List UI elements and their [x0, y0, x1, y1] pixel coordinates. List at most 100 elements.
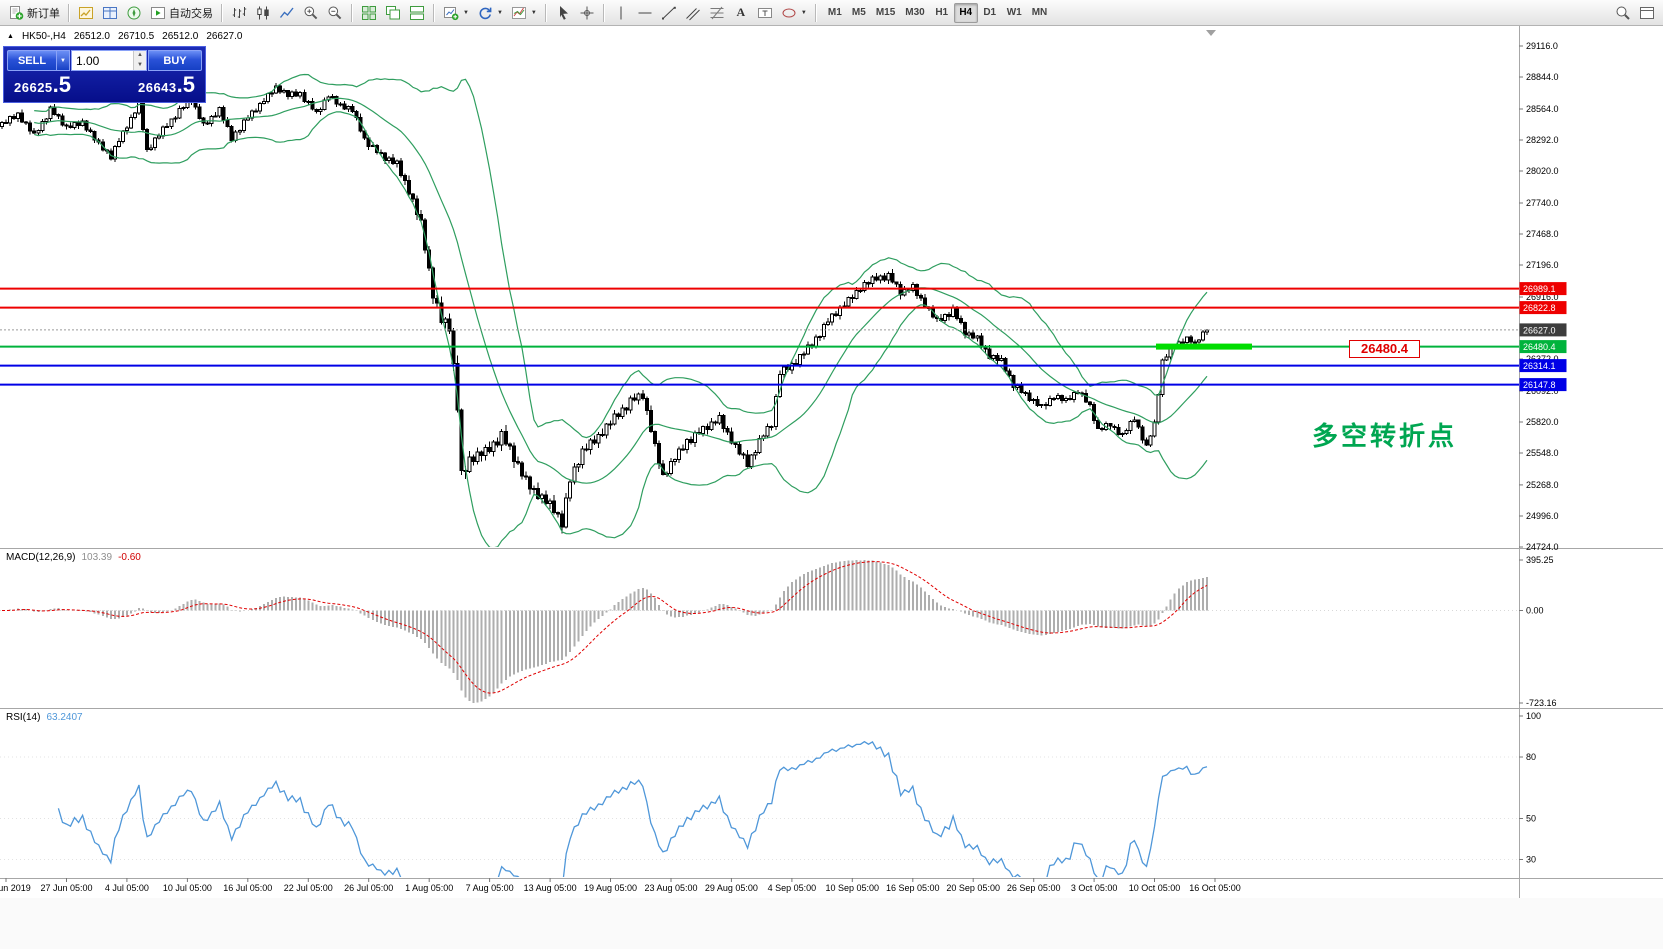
svg-text:23 Aug 05:00: 23 Aug 05:00: [644, 883, 697, 893]
crosshair-button[interactable]: [575, 2, 599, 24]
macd-indicator-label: MACD(12,26,9) 103.39 -0.60: [6, 552, 141, 563]
svg-text:27740.0: 27740.0: [1526, 198, 1559, 208]
horizontal-level-lines[interactable]: [0, 287, 1519, 386]
trendline-icon: [661, 6, 676, 19]
candlestick-chart-button[interactable]: [251, 2, 275, 24]
timeframe-m15-button[interactable]: M15: [871, 3, 900, 23]
volume-increase-button[interactable]: ▲: [134, 51, 146, 61]
dropdown-caret-icon: ▼: [800, 9, 807, 16]
svg-text:26822.8: 26822.8: [1523, 303, 1556, 313]
navigator-button[interactable]: [122, 2, 146, 24]
fibonacci-icon: [710, 6, 724, 19]
arrange-windows-button[interactable]: [405, 2, 429, 24]
label-tool-icon: [757, 7, 772, 18]
volume-input-wrap: ▲ ▼: [71, 50, 147, 71]
green-trend-segment[interactable]: [1156, 343, 1252, 350]
search-button[interactable]: [1611, 2, 1635, 24]
svg-text:27196.0: 27196.0: [1526, 260, 1559, 270]
candles-layer: [0, 82, 1209, 534]
svg-text:10 Oct 05:00: 10 Oct 05:00: [1129, 883, 1181, 893]
chinese-annotation-text[interactable]: 多空转折点: [1312, 421, 1458, 451]
svg-text:26 Sep 05:00: 26 Sep 05:00: [1007, 883, 1061, 893]
new-order-button[interactable]: 新订单: [4, 2, 64, 24]
rsi-line: [57, 740, 1208, 877]
svg-text:0.00: 0.00: [1526, 606, 1544, 616]
line-chart-button[interactable]: [275, 2, 299, 24]
search-icon: [1616, 6, 1630, 20]
new-chart-button[interactable]: ▼: [439, 2, 473, 24]
tile-windows-button[interactable]: [357, 2, 381, 24]
text-tool-button[interactable]: A: [729, 2, 753, 24]
ohlc-low: 26512.0: [162, 31, 199, 42]
bar-chart-button[interactable]: [227, 2, 251, 24]
svg-text:25820.0: 25820.0: [1526, 417, 1559, 427]
svg-text:20 Sep 05:00: 20 Sep 05:00: [946, 883, 1000, 893]
new-order-label: 新订单: [27, 7, 60, 20]
channel-tool-button[interactable]: [681, 2, 705, 24]
zoom-in-button[interactable]: [299, 2, 323, 24]
svg-text:26627.0: 26627.0: [1523, 325, 1556, 335]
timeframe-h4-button[interactable]: H4: [953, 2, 978, 23]
panel-separators[interactable]: [0, 26, 1663, 898]
window-menu-button[interactable]: [1635, 2, 1659, 24]
toolbar-separator: [814, 3, 817, 22]
price-level-label-object[interactable]: 26480.4: [1349, 340, 1420, 358]
buy-button[interactable]: BUY: [148, 50, 202, 71]
ohlc-open: 26512.0: [73, 31, 110, 42]
toolbar-separator: [68, 3, 70, 22]
trendline-tool-button[interactable]: [657, 2, 681, 24]
vertical-line-tool-button[interactable]: [609, 2, 633, 24]
text-tool-icon: A: [736, 5, 746, 19]
cursor-button[interactable]: [551, 2, 575, 24]
svg-text:16 Oct 05:00: 16 Oct 05:00: [1189, 883, 1241, 893]
timeframe-toolbar: M1 M5 M15 M30 H1 H4 D1 W1 MN: [823, 2, 1053, 23]
autotrading-button[interactable]: 自动交易: [146, 2, 217, 24]
refresh-button[interactable]: ▼: [473, 2, 507, 24]
zoom-out-icon: [328, 6, 342, 19]
volume-input[interactable]: [72, 51, 133, 70]
cascade-windows-button[interactable]: [381, 2, 405, 24]
timeframe-h1-button[interactable]: H1: [930, 3, 954, 23]
zoom-out-button[interactable]: [323, 2, 347, 24]
timeframe-m1-button[interactable]: M1: [823, 3, 847, 23]
symbol-direction-icon: ▲: [7, 33, 14, 40]
svg-text:16 Sep 05:00: 16 Sep 05:00: [886, 883, 940, 893]
time-axis[interactable]: 21 Jun 2019 27 Jun 05:00 4 Jul 05:00 10 Jul…: [0, 878, 1241, 893]
label-tool-button[interactable]: [753, 2, 777, 24]
timeframe-mn-button[interactable]: MN: [1027, 3, 1053, 23]
timeframe-m5-button[interactable]: M5: [847, 3, 871, 23]
refresh-icon: [479, 7, 492, 19]
horizontal-line-tool-button[interactable]: [633, 2, 657, 24]
candlestick-chart-icon: [257, 6, 269, 19]
timeframe-m30-button[interactable]: M30: [900, 3, 929, 23]
macd-signal-value: -0.60: [118, 552, 141, 563]
volume-dropdown-caret[interactable]: ▼: [57, 50, 70, 71]
buy-price: 26643.5: [137, 72, 195, 97]
svg-text:50: 50: [1526, 814, 1536, 824]
volume-decrease-button[interactable]: ▼: [134, 60, 146, 70]
market-watch-button[interactable]: [74, 2, 98, 24]
shapes-tool-button[interactable]: ▼: [777, 2, 811, 24]
dropdown-caret-icon: ▼: [496, 9, 503, 16]
svg-text:27 Jun 05:00: 27 Jun 05:00: [40, 883, 92, 893]
timeframe-w1-button[interactable]: W1: [1002, 3, 1027, 23]
navigator-icon: [127, 6, 141, 19]
svg-text:1 Aug 05:00: 1 Aug 05:00: [405, 883, 453, 893]
ohlc-high: 26710.5: [118, 31, 155, 42]
rsi-value: 63.2407: [46, 712, 83, 723]
fibonacci-tool-button[interactable]: [705, 2, 729, 24]
sell-button[interactable]: SELL: [7, 50, 57, 71]
indicators-button[interactable]: ▼: [507, 2, 541, 24]
svg-text:25268.0: 25268.0: [1526, 480, 1559, 490]
bar-chart-icon: [232, 6, 247, 18]
data-window-button[interactable]: [98, 2, 122, 24]
ohlc-close: 26627.0: [206, 31, 243, 42]
timeframe-d1-button[interactable]: D1: [978, 3, 1002, 23]
one-click-trading-panel: SELL ▼ ▲ ▼ BUY 26625.5 26643.5: [3, 46, 206, 103]
symbol-ohlc-info: ▲ HK50-,H4 26512.0 26710.5 26512.0 26627…: [7, 31, 242, 42]
svg-text:28844.0: 28844.0: [1526, 72, 1559, 82]
svg-text:10 Sep 05:00: 10 Sep 05:00: [826, 883, 880, 893]
macd-title: MACD(12,26,9): [6, 552, 76, 563]
dropdown-caret-icon: ▼: [463, 9, 469, 16]
